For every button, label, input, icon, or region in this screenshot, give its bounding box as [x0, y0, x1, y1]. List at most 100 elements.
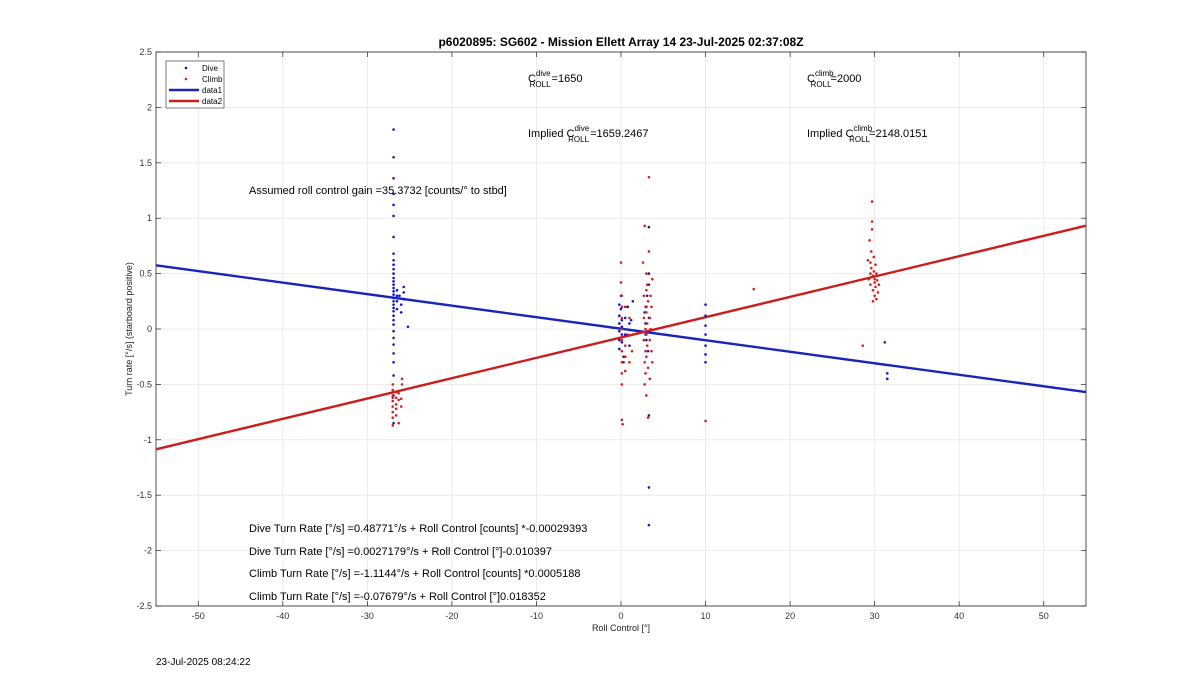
dive-point: [647, 414, 651, 417]
climb-point: [397, 421, 400, 425]
x-tick-label: 40: [954, 611, 964, 621]
climb-point: [870, 227, 874, 231]
data-points: [391, 128, 889, 527]
climb-point: [394, 414, 398, 417]
climb-point: [394, 403, 398, 406]
legend-dive-label: Dive: [202, 64, 219, 73]
x-tick-label: -40: [276, 611, 289, 621]
climb-point: [648, 338, 652, 342]
climb-point: [626, 333, 630, 336]
y-tick-label: -2: [144, 546, 152, 556]
climb-point: [873, 277, 876, 281]
dive-point: [399, 311, 403, 314]
dive-point: [402, 291, 406, 294]
dive-point: [392, 309, 395, 313]
climb-point: [867, 277, 871, 281]
x-tick-label: 10: [701, 611, 711, 621]
climb-point: [642, 294, 646, 298]
dive-point: [392, 421, 395, 425]
dive-point: [395, 294, 399, 298]
dive-point: [392, 263, 395, 267]
legend-dive-marker: [184, 66, 188, 70]
climb-point: [647, 175, 651, 179]
dive-point: [392, 214, 395, 218]
climb-point: [620, 305, 624, 309]
c-roll-dive-sup: dive: [536, 69, 551, 78]
x-axis-ticks: -50 -40 -30 -20 -10 0 10 20 30 40 50: [192, 52, 1049, 621]
dive-point: [618, 314, 621, 318]
climb-point: [648, 377, 652, 381]
climb-point: [399, 405, 403, 408]
c-roll-climb-sub: ROLL: [811, 80, 832, 89]
dive-point: [392, 267, 395, 271]
climb-point: [870, 220, 874, 223]
implied-c-roll-dive-value: =1659.2467: [590, 128, 648, 140]
implied-c-roll-climb-annotation: Implied Cclimb ROLL=2148.0151: [807, 124, 927, 144]
climb-point: [870, 200, 874, 203]
dive-point: [704, 353, 707, 356]
climb-point: [397, 391, 400, 395]
climb-point: [649, 294, 652, 298]
dive-point: [392, 318, 395, 322]
climb-point: [704, 419, 707, 423]
dive-point: [704, 344, 707, 347]
legend: Dive Climb data1 data2: [165, 60, 225, 109]
dive-point: [392, 252, 395, 255]
climb-point: [643, 224, 646, 228]
dive-point: [646, 349, 650, 353]
dive-point: [392, 343, 395, 346]
climb-point: [871, 274, 875, 278]
climb-point: [875, 272, 878, 275]
c-roll-climb-annotation: Cclimb ROLL=2000: [807, 69, 861, 89]
dive-point: [392, 259, 395, 262]
dive-point: [392, 306, 395, 310]
climb-point: [650, 305, 653, 309]
dive-point: [392, 276, 395, 280]
dive-point: [645, 338, 648, 342]
climb-point: [623, 344, 627, 347]
climb-point: [620, 383, 624, 386]
dive-point: [631, 300, 635, 303]
climb-point: [645, 283, 649, 286]
climb-point: [621, 422, 624, 426]
climb-point: [400, 377, 404, 381]
climb-point: [650, 277, 654, 281]
x-tick-label: -10: [530, 611, 543, 621]
climb-point: [623, 305, 627, 309]
dive-point: [392, 296, 395, 300]
dive-point: [392, 300, 395, 303]
climb-point: [645, 322, 649, 325]
dive-point: [392, 374, 395, 377]
dive-point: [886, 377, 889, 381]
footer-timestamp: 23-Jul-2025 08:24:22: [156, 657, 251, 668]
climb-point: [394, 407, 398, 411]
y-tick-label: -0.5: [136, 379, 152, 389]
c-roll-dive-annotation: Cdive ROLL=1650: [528, 69, 582, 89]
y-tick-label: -1.5: [136, 490, 152, 500]
dive-point: [619, 307, 623, 311]
dive-point: [406, 325, 410, 329]
y-tick-label: 1: [147, 213, 152, 223]
dive-point: [704, 360, 707, 364]
dive-point: [629, 318, 633, 322]
legend-data1-label: data1: [202, 86, 223, 95]
climb-point: [649, 327, 652, 331]
climb-point: [394, 390, 398, 394]
climb-point: [391, 405, 395, 408]
implied-c-roll-dive-annotation: Implied Cdive ROLL=1659.2467: [528, 124, 648, 144]
climb-point: [642, 338, 646, 342]
climb-point: [394, 396, 398, 399]
dive-point: [392, 314, 395, 318]
dive-degrees-equation: Dive Turn Rate [°/s] =0.0027179°/s + Rol…: [249, 546, 552, 558]
climb-point: [645, 394, 648, 397]
climb-point: [868, 239, 871, 242]
climb-point: [623, 355, 627, 359]
dive-point: [883, 340, 887, 344]
x-tick-label: 50: [1039, 611, 1049, 621]
y-tick-label: 0.5: [139, 269, 152, 279]
climb-point: [645, 272, 648, 275]
climb-point: [645, 333, 648, 336]
y-tick-label: 2: [147, 102, 152, 112]
c-roll-climb-value: =2000: [831, 73, 862, 85]
